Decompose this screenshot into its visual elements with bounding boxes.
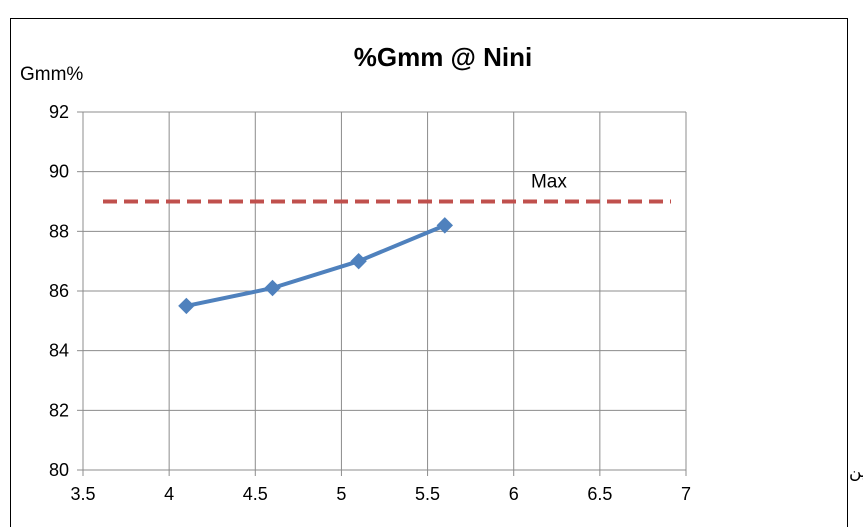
y-tick-label: 80: [49, 460, 69, 480]
x-tick-label: 4: [164, 484, 174, 504]
y-tick-label: 82: [49, 400, 69, 420]
x-tick-label: 6.5: [587, 484, 612, 504]
gridlines: [83, 111, 687, 470]
x-tick-label: 3.5: [70, 484, 95, 504]
y-axis-label: Gmm%: [20, 64, 83, 85]
x-tick-label: 5.5: [415, 484, 440, 504]
y-tick-label: 88: [49, 221, 69, 241]
y-tick-label: 84: [49, 341, 69, 361]
max-reference-label: Max: [531, 172, 567, 193]
data-point-marker: [436, 217, 454, 234]
series-layer: [178, 217, 454, 315]
chart-title: %Gmm @ Nini: [354, 42, 532, 72]
data-point-marker: [350, 252, 367, 270]
y-tick-label: 90: [49, 162, 69, 182]
x-tick-label: 5: [336, 484, 346, 504]
data-point-marker: [264, 279, 281, 297]
x-tick-label: 6: [509, 484, 519, 504]
chart-frame: [10, 18, 848, 527]
labels-layer: %Gmm @ Nini Gmm% %نسبة البيتومين 80 82 84 8…: [20, 42, 863, 504]
series-line: [185, 223, 446, 308]
y-tick-label: 92: [49, 102, 69, 122]
x-axis-label: %نسبة البيتومين: [849, 462, 863, 482]
y-tick-label: 86: [49, 281, 69, 301]
axes: [77, 111, 687, 476]
x-tick-label: 4.5: [243, 484, 268, 504]
x-tick-label: 7: [681, 484, 691, 504]
data-point-marker: [178, 297, 195, 315]
